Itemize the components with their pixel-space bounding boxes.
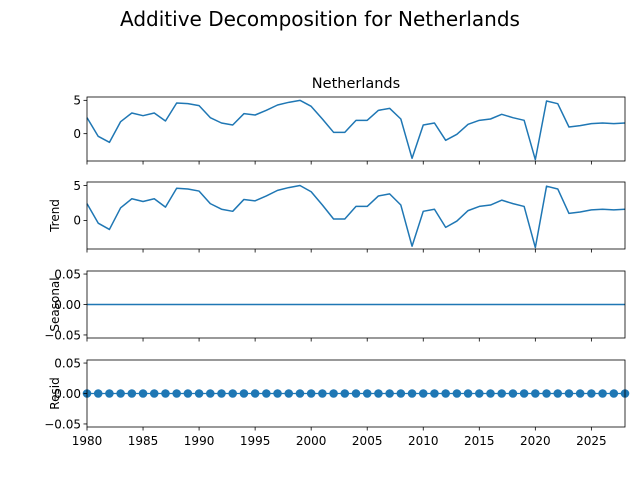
y-tick-label: 0	[73, 214, 81, 228]
y-axis-label: Resid	[48, 377, 62, 409]
series-line	[86, 99, 626, 161]
panel-netherlands: 0 5 Netherlands	[73, 76, 626, 165]
y-axis-label: Trend	[48, 199, 62, 233]
x-tick-label: 2015	[464, 434, 495, 448]
x-tick-label: 2010	[408, 434, 439, 448]
x-tick-label: 1990	[184, 434, 215, 448]
x-tick-label: 2025	[576, 434, 607, 448]
panel-title: Netherlands	[312, 76, 400, 92]
y-tick-label: 5	[73, 94, 81, 108]
y-tick-label: 0.00	[54, 387, 81, 401]
x-tick-label: 1980	[72, 434, 103, 448]
y-tick-label: 0.05	[54, 356, 81, 370]
x-tick-label: 1985	[128, 434, 159, 448]
y-tick-label: 0	[73, 127, 81, 141]
series-line	[86, 184, 626, 249]
y-tick-label: 0.05	[54, 267, 81, 281]
subplot-panels: 05Netherlands05Trend−0.050.000.05Seasona…	[44, 76, 630, 448]
panel-trend: 0 5 Trend	[48, 179, 626, 253]
x-tick-label: 2005	[352, 434, 383, 448]
y-tick-label: −0.05	[44, 328, 81, 342]
x-tick-label: 2000	[296, 434, 327, 448]
axes-frame	[86, 181, 626, 250]
panel-resid: −0.05 0.00 0.05 1980 1985 1990 1995 2000 2005 201…	[44, 356, 630, 448]
series-points	[82, 389, 630, 398]
x-tick-label: 2020	[520, 434, 551, 448]
x-tick-label: 1995	[240, 434, 271, 448]
axes-frame	[86, 96, 626, 162]
y-tick-label: −0.05	[44, 417, 81, 431]
y-axis-label: Seasonal	[48, 277, 62, 331]
figure-title: Additive Decomposition for Netherlands	[120, 7, 520, 31]
y-tick-label: 0.00	[54, 298, 81, 312]
y-tick-label: 5	[73, 179, 81, 193]
